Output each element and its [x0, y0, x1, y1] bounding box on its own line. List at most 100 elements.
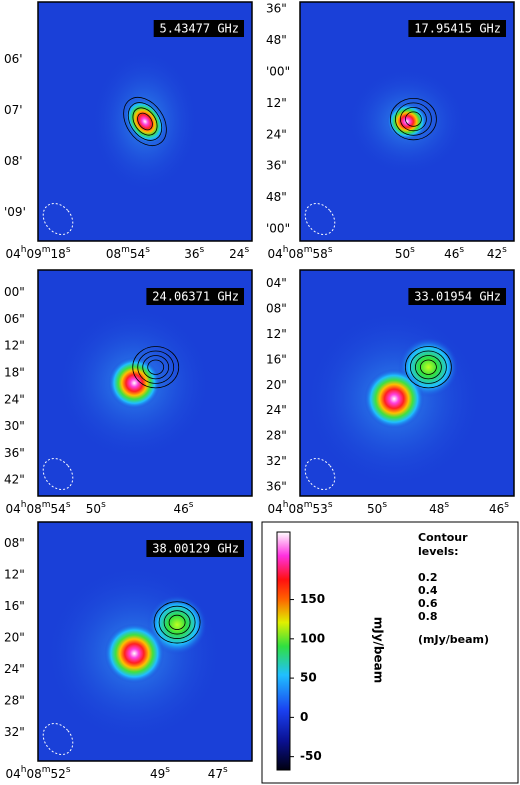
x-tick-unit: m [304, 245, 313, 255]
beam [42, 458, 74, 490]
source [104, 623, 165, 684]
contour-level: 0.6 [418, 597, 438, 610]
x-tick-label: 50s [395, 245, 415, 261]
x-tick-unit: s [410, 245, 415, 255]
x-tick-number: 18 [51, 247, 66, 261]
y-tick-label: 08" [4, 536, 25, 550]
x-tick-label: 04h09m18s [5, 245, 70, 261]
x-tick-unit: m [304, 500, 313, 510]
x-tick-number: 48 [429, 502, 444, 516]
x-tick-unit: s [66, 500, 71, 510]
contour [132, 107, 158, 136]
y-tick-label: 12" [266, 327, 287, 341]
contour-level: 0.8 [418, 610, 438, 623]
y-tick-label: 28" [266, 429, 287, 443]
contour [158, 605, 196, 639]
x-tick-unit: m [42, 765, 51, 775]
y-tick-label: '00" [266, 222, 290, 236]
colorbar-tick-label: 0 [300, 710, 308, 724]
image-border [37, 269, 253, 497]
contour [137, 112, 153, 131]
colorbar-tick-label: -50 [300, 749, 322, 763]
colorbar-frame [261, 521, 519, 784]
colorbar-tick-label: 150 [300, 592, 325, 606]
x-tick-unit: s [382, 500, 387, 510]
legend-unit: (mJy/beam) [418, 633, 489, 646]
x-tick-unit: s [459, 245, 464, 255]
image [38, 2, 252, 241]
y-tick-label: 24" [4, 662, 25, 676]
x-tick-number: 24 [229, 247, 244, 261]
y-tick-label: 06" [4, 312, 25, 326]
y-tick-label: 12" [266, 96, 287, 110]
x-tick-label: 46s [444, 245, 464, 261]
x-tick-number: 42 [487, 247, 502, 261]
y-tick-label: 16" [4, 599, 25, 613]
x-tick-number: 49 [150, 767, 165, 781]
y-tick-label: 06' [4, 52, 23, 66]
label-box [146, 540, 244, 557]
contour [395, 102, 432, 136]
x-tick-unit: m [42, 500, 51, 510]
y-tick-label: 00" [4, 285, 25, 299]
y-tick-label: 24" [266, 403, 287, 417]
x-tick-label: 47s [208, 765, 228, 781]
x-tick-unit: m [42, 245, 51, 255]
x-tick-label: 04h08m54s [5, 500, 70, 516]
colorbar-tick-label: 50 [300, 671, 317, 685]
contour [142, 355, 170, 380]
image-border [299, 269, 515, 497]
contour [132, 346, 180, 389]
x-tick-label: 04h08m52s [5, 765, 70, 781]
y-tick-label: 08' [4, 154, 23, 168]
label-box [408, 20, 506, 37]
contour [153, 601, 201, 644]
label-box [153, 20, 244, 37]
contour [390, 98, 437, 141]
contour [137, 350, 175, 384]
x-tick-number: 04 [5, 502, 20, 516]
x-tick-label: 50s [86, 500, 106, 516]
x-tick-label: 08m54s [106, 245, 150, 261]
y-tick-label: 30" [4, 419, 25, 433]
x-tick-unit: s [504, 500, 509, 510]
x-tick-number: 04 [267, 502, 282, 516]
y-tick-label: 20" [4, 630, 25, 644]
contour [414, 355, 442, 380]
secondary-source [147, 594, 208, 655]
y-tick-label: 12" [4, 339, 25, 353]
y-tick-label: 32" [4, 725, 25, 739]
x-tick-number: 47 [208, 767, 223, 781]
x-tick-number: 46 [444, 247, 459, 261]
x-tick-number: 09 [26, 247, 41, 261]
beam [42, 203, 74, 235]
x-tick-unit: s [66, 765, 71, 775]
x-tick-unit: s [502, 245, 507, 255]
x-tick-number: 36 [184, 247, 199, 261]
frequency-label: 5.43477 GHz [160, 22, 239, 36]
colorbar-label: mJy/beam [372, 617, 386, 684]
y-tick-label: 16" [266, 352, 287, 366]
y-tick-label: '09' [4, 205, 26, 219]
x-tick-number: 53 [313, 502, 328, 516]
x-tick-label: 49s [150, 765, 170, 781]
x-tick-unit: s [444, 500, 449, 510]
x-tick-number: 54 [130, 247, 145, 261]
x-tick-label: 46s [174, 500, 194, 516]
contour [127, 102, 163, 141]
x-tick-label: 42s [487, 245, 507, 261]
colorbar [276, 531, 291, 771]
contour-level: 0.2 [418, 571, 438, 584]
frequency-label: 33.01954 GHz [414, 290, 501, 304]
y-tick-label: 12" [4, 567, 25, 581]
y-tick-label: 28" [4, 693, 25, 707]
image [300, 270, 514, 496]
y-tick-label: 20" [266, 378, 287, 392]
y-tick-label: 48" [266, 33, 287, 47]
y-tick-label: 24" [266, 127, 287, 141]
y-tick-label: 04" [266, 276, 287, 290]
y-tick-label: '00" [266, 64, 290, 78]
y-tick-label: 18" [4, 365, 25, 379]
colorbar-tick-label: 100 [300, 631, 325, 645]
x-tick-unit: s [101, 500, 106, 510]
